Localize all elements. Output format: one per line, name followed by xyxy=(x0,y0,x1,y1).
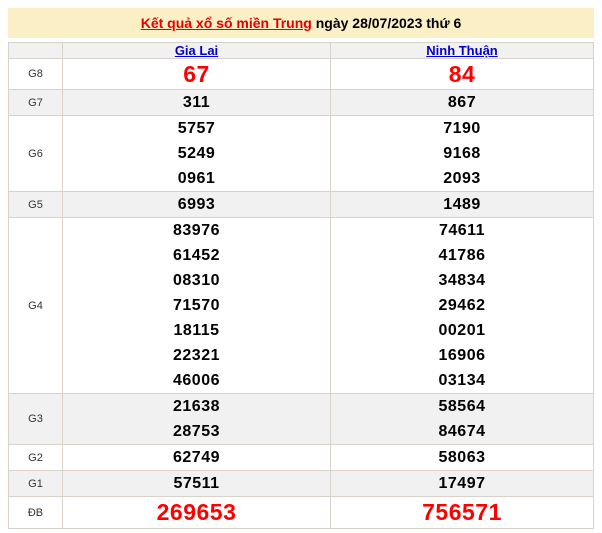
table-row: G3 21638 28753 58564 84674 xyxy=(8,393,594,445)
prize-number: 34834 xyxy=(438,272,486,289)
prize-label: G5 xyxy=(8,191,63,218)
prize-number: 1489 xyxy=(443,196,481,213)
station-header-row: Gia Lai Ninh Thuận xyxy=(8,42,594,59)
prize-number: 67 xyxy=(183,61,210,87)
station-link-ninh-thuan[interactable]: Ninh Thuận xyxy=(426,43,498,58)
prize-number: 58564 xyxy=(438,398,486,415)
prize-label: G4 xyxy=(8,217,63,394)
prize-number: 6993 xyxy=(177,196,216,213)
prize-number: 58063 xyxy=(438,449,486,466)
prize-numbers-cell: 21638 28753 xyxy=(62,393,331,445)
prize-numbers-cell: 83976 61452 08310 71570 18115 22321 46006 xyxy=(62,217,331,394)
prize-number: 9168 xyxy=(443,145,481,162)
prize-number: 62749 xyxy=(173,449,220,466)
prize-number: 22321 xyxy=(173,347,220,364)
results-table: Gia Lai Ninh Thuận G8 67 84 G7 311 867 G6 5757 5… xyxy=(8,42,594,529)
prize-number: 18115 xyxy=(173,322,220,339)
prize-number: 0961 xyxy=(177,170,216,187)
prize-number: 2093 xyxy=(443,170,481,187)
prize-number: 57511 xyxy=(173,475,220,492)
prize-number: 41786 xyxy=(438,247,486,264)
prize-number: 84674 xyxy=(438,423,486,440)
table-row: G5 6993 1489 xyxy=(8,191,594,218)
prize-numbers-cell: 17497 xyxy=(330,470,594,497)
table-row: ĐB 269653 756571 xyxy=(8,496,594,529)
station-header-gia-lai: Gia Lai xyxy=(62,42,331,59)
prize-label: ĐB xyxy=(8,496,63,529)
station-header-ninh-thuan: Ninh Thuận xyxy=(330,42,594,59)
prize-numbers-cell: 6993 xyxy=(62,191,331,218)
prize-number: 21638 xyxy=(173,398,220,415)
prize-numbers-cell: 269653 xyxy=(62,496,331,529)
prize-number: 74611 xyxy=(438,222,486,239)
prize-label: G7 xyxy=(8,89,63,116)
prize-number: 16906 xyxy=(438,347,486,364)
prize-number: 83976 xyxy=(173,222,220,239)
prize-label: G8 xyxy=(8,58,63,90)
prize-number: 5249 xyxy=(177,145,216,162)
prize-number: 17497 xyxy=(438,475,486,492)
table-row: G1 57511 17497 xyxy=(8,470,594,497)
page-title: Kết quả xổ số miền Trung ngày 28/07/2023… xyxy=(8,8,594,38)
prize-number: 84 xyxy=(448,61,476,87)
prize-label: G1 xyxy=(8,470,63,497)
prize-number: 28753 xyxy=(173,423,220,440)
prize-number: 46006 xyxy=(173,372,220,389)
draw-date-text: ngày 28/07/2023 thứ 6 xyxy=(311,15,462,31)
prize-number: 03134 xyxy=(438,372,486,389)
prize-numbers-cell: 62749 xyxy=(62,444,331,471)
region-results-link[interactable]: Kết quả xổ số miền Trung xyxy=(140,15,312,31)
prize-number: 269653 xyxy=(156,499,237,525)
table-row: G7 311 867 xyxy=(8,89,594,116)
table-row: G6 5757 5249 0961 7190 9168 2093 xyxy=(8,115,594,192)
prize-numbers-cell: 58063 xyxy=(330,444,594,471)
prize-number: 7190 xyxy=(443,120,481,137)
prize-number: 61452 xyxy=(173,247,220,264)
prize-number: 867 xyxy=(447,94,477,111)
prize-number: 29462 xyxy=(438,297,486,314)
prize-numbers-cell: 57511 xyxy=(62,470,331,497)
prize-label: G3 xyxy=(8,393,63,445)
prize-number: 756571 xyxy=(422,499,502,525)
prize-numbers-cell: 311 xyxy=(62,89,331,116)
prize-number: 71570 xyxy=(173,297,220,314)
prize-numbers-cell: 756571 xyxy=(330,496,594,529)
prize-numbers-cell: 1489 xyxy=(330,191,594,218)
prize-number: 00201 xyxy=(438,322,486,339)
prize-numbers-cell: 67 xyxy=(62,58,331,90)
station-link-gia-lai[interactable]: Gia Lai xyxy=(174,43,219,58)
prize-number: 08310 xyxy=(173,272,220,289)
prize-number: 311 xyxy=(182,94,211,111)
prize-label: G2 xyxy=(8,444,63,471)
prize-number: 5757 xyxy=(177,120,216,137)
prize-numbers-cell: 84 xyxy=(330,58,594,90)
results-body: G8 67 84 G7 311 867 G6 5757 5249 0961 7190 9168 2093… xyxy=(8,58,594,529)
table-row: G4 83976 61452 08310 71570 18115 22321 46006 746… xyxy=(8,217,594,394)
prize-numbers-cell: 7190 9168 2093 xyxy=(330,115,594,192)
prize-numbers-cell: 5757 5249 0961 xyxy=(62,115,331,192)
prize-numbers-cell: 58564 84674 xyxy=(330,393,594,445)
prize-numbers-cell: 74611 41786 34834 29462 00201 16906 03134 xyxy=(330,217,594,394)
table-row: G2 62749 58063 xyxy=(8,444,594,471)
prize-label: G6 xyxy=(8,115,63,192)
prize-numbers-cell: 867 xyxy=(330,89,594,116)
table-row: G8 67 84 xyxy=(8,58,594,90)
prize-column-header xyxy=(8,42,63,59)
